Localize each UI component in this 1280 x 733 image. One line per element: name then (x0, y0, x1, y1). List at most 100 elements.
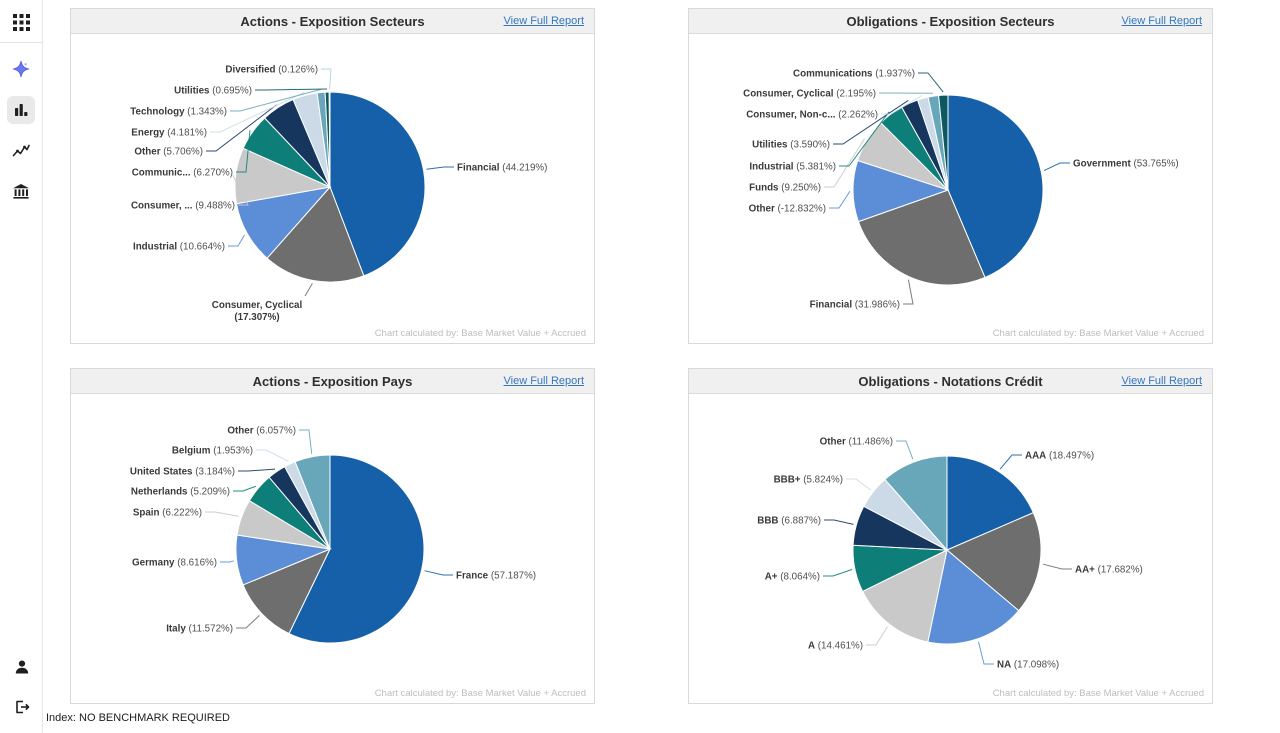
pie-slice-communications[interactable] (938, 94, 949, 191)
pie-label-bbb: BBB (6.887%) (757, 516, 821, 527)
pie-label-consumer: Consumer, ... (9.488%) (131, 201, 235, 212)
pie-slice-na[interactable] (927, 549, 1020, 645)
leader-line (233, 485, 257, 492)
panel-title: Obligations - Notations Crédit (858, 374, 1043, 389)
leader-line (829, 190, 851, 209)
pie-slice-other[interactable] (294, 454, 331, 550)
pie-label-a: A (14.461%) (808, 641, 863, 652)
leader-line (846, 478, 872, 491)
leader-line (232, 174, 249, 206)
leader-line (999, 454, 1022, 470)
chart-footnote: Chart calculated by: Base Market Value +… (374, 328, 586, 339)
pie-label-france: France (57.187%) (456, 571, 536, 582)
pie-label-aaa: AAA (18.497%) (1025, 451, 1094, 462)
leader-line (236, 130, 251, 173)
trend-line-glyph (12, 144, 30, 157)
panel-obligations-sectors: Obligations - Exposition Secteurs View F… (688, 8, 1213, 344)
apps-grid-glyph (12, 13, 30, 31)
leader-line (228, 234, 245, 247)
benchmark-index-note: Index: NO BENCHMARK REQUIRED (46, 712, 230, 724)
leader-line (823, 569, 853, 577)
institution-icon[interactable] (7, 178, 35, 206)
pie-label-diversified: Diversified (0.126%) (225, 65, 318, 76)
pie-label-other: Other (5.706%) (134, 147, 203, 158)
panel-obligations-ratings: Obligations - Notations Crédit View Full… (688, 368, 1213, 704)
main-content: Actions - Exposition Secteurs View Full … (70, 8, 1213, 704)
sidebar (0, 0, 43, 733)
pie-label-consumer-cyclical: Consumer, Cyclical (212, 300, 303, 311)
panel-header: Actions - Exposition Secteurs View Full … (71, 9, 594, 34)
pie-label-consumer-cyclical: (17.307%) (234, 312, 279, 323)
pie-slice-diversified[interactable] (328, 91, 331, 188)
leader-line (256, 449, 289, 462)
logout-glyph (15, 700, 29, 714)
pie-slice-consumer-cyclical[interactable] (266, 186, 365, 283)
pie-slice-financial[interactable] (329, 91, 426, 277)
institution-glyph (13, 184, 29, 199)
pie-slice-other[interactable] (884, 455, 948, 552)
pie-label-funds: Funds (9.250%) (749, 183, 821, 194)
leader-line (206, 104, 277, 152)
leader-line (839, 111, 890, 167)
leader-line (304, 283, 313, 297)
leader-line (881, 95, 923, 115)
leader-line (1042, 563, 1072, 570)
bar-chart-nav-icon[interactable] (7, 96, 35, 124)
view-full-report-link[interactable]: View Full Report (503, 375, 585, 387)
chart-footnote: Chart calculated by: Base Market Value +… (374, 688, 586, 699)
panel-actions-sectors: Actions - Exposition Secteurs View Full … (70, 8, 595, 344)
pie-slice-government[interactable] (947, 94, 1044, 279)
chart-footnote: Chart calculated by: Base Market Value +… (992, 688, 1204, 699)
leader-line (903, 279, 914, 305)
pie-label-industrial: Industrial (10.664%) (133, 242, 225, 253)
pie-slice-italy[interactable] (242, 548, 332, 635)
pie-label-consumer-cyclical: Consumer, Cyclical (2.195%) (743, 89, 876, 100)
pie-label-utilities: Utilities (3.590%) (752, 140, 830, 151)
panel-title: Obligations - Exposition Secteurs (846, 14, 1055, 29)
leader-line (220, 560, 234, 563)
leader-line (824, 519, 854, 525)
panel-title: Actions - Exposition Pays (252, 374, 413, 389)
leader-line (230, 88, 321, 112)
ai-sparkle-glyph (12, 60, 30, 78)
pie-label-other: Other (-12.832%) (749, 204, 826, 215)
pie-slice-aa+[interactable] (946, 512, 1042, 612)
logout-icon[interactable] (8, 693, 36, 721)
leader-line (896, 440, 914, 460)
pie-slice-aaa[interactable] (946, 455, 1034, 551)
pie-label-consumer-non-c: Consumer, Non-c... (2.262%) (746, 110, 878, 121)
pie-slice-a[interactable] (861, 549, 948, 643)
pie-label-other: Other (11.486%) (820, 437, 893, 448)
view-full-report-link[interactable]: View Full Report (1121, 375, 1203, 387)
trend-line-icon[interactable] (7, 137, 35, 165)
leader-line (236, 615, 260, 629)
panel-header: Actions - Exposition Pays View Full Repo… (71, 369, 594, 394)
pie-slice-france[interactable] (288, 454, 425, 644)
pie-label-utilities: Utilities (0.695%) (174, 86, 252, 97)
pie-label-financial: Financial (31.986%) (810, 300, 900, 311)
pie-label-united-states: United States (3.184%) (130, 467, 235, 478)
leader-line (255, 88, 328, 91)
ai-sparkle-icon[interactable] (7, 55, 35, 83)
view-full-report-link[interactable]: View Full Report (1121, 15, 1203, 27)
leader-line (978, 641, 994, 665)
apps-grid-icon[interactable] (7, 8, 35, 36)
pie-label-netherlands: Netherlands (5.209%) (131, 487, 230, 498)
pie-slice-financial[interactable] (857, 189, 986, 286)
pie-label-communic: Communic... (6.270%) (132, 168, 233, 179)
pie-label-communications: Communications (1.937%) (793, 69, 915, 80)
pie-label-belgium: Belgium (1.953%) (172, 446, 253, 457)
leader-line (238, 468, 276, 472)
panel-title: Actions - Exposition Secteurs (240, 14, 425, 29)
view-full-report-link[interactable]: View Full Report (503, 15, 585, 27)
pie-label-na: NA (17.098%) (997, 660, 1059, 671)
pie-label-other: Other (6.057%) (227, 426, 296, 437)
pie-chart-actions-sectors: Financial (44.219%) Consumer, Cyclical(17… (130, 65, 547, 324)
pie-label-technology: Technology (1.343%) (130, 107, 227, 118)
leader-line (833, 99, 909, 145)
leader-line (205, 511, 239, 517)
leader-line (918, 72, 944, 93)
pie-label-bbb+: BBB+ (5.824%) (774, 475, 843, 486)
leader-line (1043, 162, 1070, 172)
user-icon[interactable] (8, 653, 36, 681)
